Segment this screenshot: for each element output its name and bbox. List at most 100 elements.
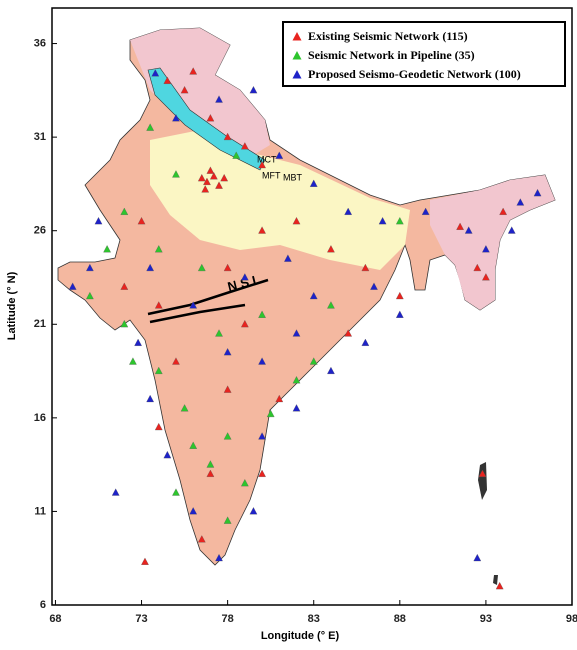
x-tick-label: 83 bbox=[308, 613, 320, 625]
station-marker bbox=[220, 173, 229, 182]
station-marker bbox=[141, 557, 149, 565]
station-marker bbox=[151, 69, 160, 77]
station-marker bbox=[395, 291, 404, 300]
x-tick-label: 68 bbox=[49, 613, 61, 625]
station-marker bbox=[395, 310, 404, 318]
legend-label: Proposed Seismo-Geodetic Network (100) bbox=[308, 67, 521, 81]
station-marker bbox=[327, 245, 335, 253]
station-marker bbox=[154, 422, 163, 431]
station-marker bbox=[215, 95, 223, 103]
station-marker bbox=[68, 282, 77, 290]
station-marker bbox=[249, 507, 258, 515]
station-marker bbox=[86, 291, 94, 300]
station-marker bbox=[197, 535, 206, 543]
x-axis-label: Longitude (° E) bbox=[261, 630, 340, 642]
y-tick-label: 31 bbox=[34, 131, 46, 143]
x-tick-label: 98 bbox=[566, 613, 577, 625]
stations bbox=[68, 67, 542, 590]
station-marker bbox=[197, 263, 206, 272]
station-marker bbox=[163, 450, 172, 459]
station-marker bbox=[210, 172, 218, 180]
station-marker bbox=[189, 507, 198, 515]
station-marker bbox=[146, 263, 154, 272]
station-marker bbox=[292, 217, 301, 225]
station-marker bbox=[292, 329, 301, 337]
station-marker bbox=[215, 553, 223, 562]
x-tick-label: 78 bbox=[222, 613, 234, 625]
station-marker bbox=[507, 226, 516, 234]
station-marker bbox=[223, 132, 232, 141]
nsl-fault bbox=[149, 303, 246, 324]
station-marker bbox=[206, 114, 215, 122]
y-axis-label: Latitude (° N) bbox=[6, 271, 18, 340]
station-marker bbox=[223, 385, 232, 393]
station-marker bbox=[249, 86, 258, 94]
station-marker bbox=[103, 245, 111, 253]
station-marker bbox=[516, 198, 525, 206]
station-marker bbox=[258, 226, 266, 234]
station-marker bbox=[499, 207, 507, 215]
annotation: MFT bbox=[262, 170, 281, 180]
station-marker bbox=[266, 409, 275, 418]
station-marker bbox=[120, 207, 129, 215]
station-marker bbox=[378, 217, 387, 225]
station-marker bbox=[533, 188, 542, 197]
station-marker bbox=[206, 460, 215, 468]
station-marker bbox=[215, 329, 223, 337]
y-tick-label: 36 bbox=[34, 37, 46, 49]
station-marker bbox=[197, 173, 206, 182]
nsl-fault bbox=[147, 278, 269, 316]
station-marker bbox=[223, 263, 232, 272]
station-marker bbox=[240, 142, 249, 150]
station-marker bbox=[172, 114, 180, 122]
legend-marker bbox=[292, 51, 302, 60]
station-marker bbox=[137, 217, 146, 225]
station-marker bbox=[361, 263, 370, 272]
station-marker bbox=[292, 376, 301, 384]
station-marker bbox=[111, 488, 120, 496]
legend-box bbox=[282, 21, 566, 87]
india-map: MCT MFT MBT N S L bbox=[57, 27, 556, 585]
y-tick-label: 16 bbox=[34, 412, 46, 424]
station-marker bbox=[203, 177, 211, 185]
station-marker bbox=[172, 357, 180, 365]
station-marker bbox=[309, 357, 318, 365]
station-marker bbox=[275, 394, 284, 403]
station-marker bbox=[258, 357, 266, 365]
station-marker bbox=[309, 291, 318, 300]
station-marker bbox=[146, 394, 154, 403]
station-marker bbox=[163, 76, 172, 84]
station-marker bbox=[189, 67, 198, 75]
station-marker bbox=[215, 181, 223, 189]
y-tick-label: 6 bbox=[40, 599, 46, 611]
station-marker bbox=[154, 301, 163, 309]
himalaya-region bbox=[130, 28, 270, 160]
station-marker bbox=[456, 222, 464, 230]
station-marker bbox=[172, 488, 180, 496]
station-marker bbox=[258, 160, 266, 169]
annotation: MBT bbox=[283, 172, 303, 182]
station-marker bbox=[309, 179, 318, 187]
station-marker bbox=[275, 151, 284, 159]
y-tick-label: 26 bbox=[34, 225, 46, 237]
station-marker bbox=[327, 301, 335, 309]
island bbox=[493, 575, 498, 585]
legend: Existing Seismic Network (115) Seismic Ne… bbox=[282, 21, 566, 87]
y-tick-label: 11 bbox=[34, 505, 46, 517]
station-marker bbox=[495, 581, 504, 590]
legend-marker bbox=[292, 32, 302, 41]
station-marker bbox=[473, 553, 482, 562]
station-marker bbox=[344, 329, 353, 337]
station-marker bbox=[240, 479, 249, 487]
legend-label: Existing Seismic Network (115) bbox=[308, 29, 468, 43]
station-marker bbox=[370, 282, 378, 290]
station-marker bbox=[482, 245, 490, 253]
station-marker bbox=[258, 432, 266, 440]
station-marker bbox=[240, 319, 249, 328]
station-marker bbox=[284, 254, 292, 262]
station-marker bbox=[421, 207, 430, 215]
plot-frame bbox=[51, 7, 573, 606]
axes: 68 73 78 83 88 93 98 6 11 16 21 26 31 36 bbox=[34, 37, 577, 624]
island bbox=[478, 462, 487, 500]
